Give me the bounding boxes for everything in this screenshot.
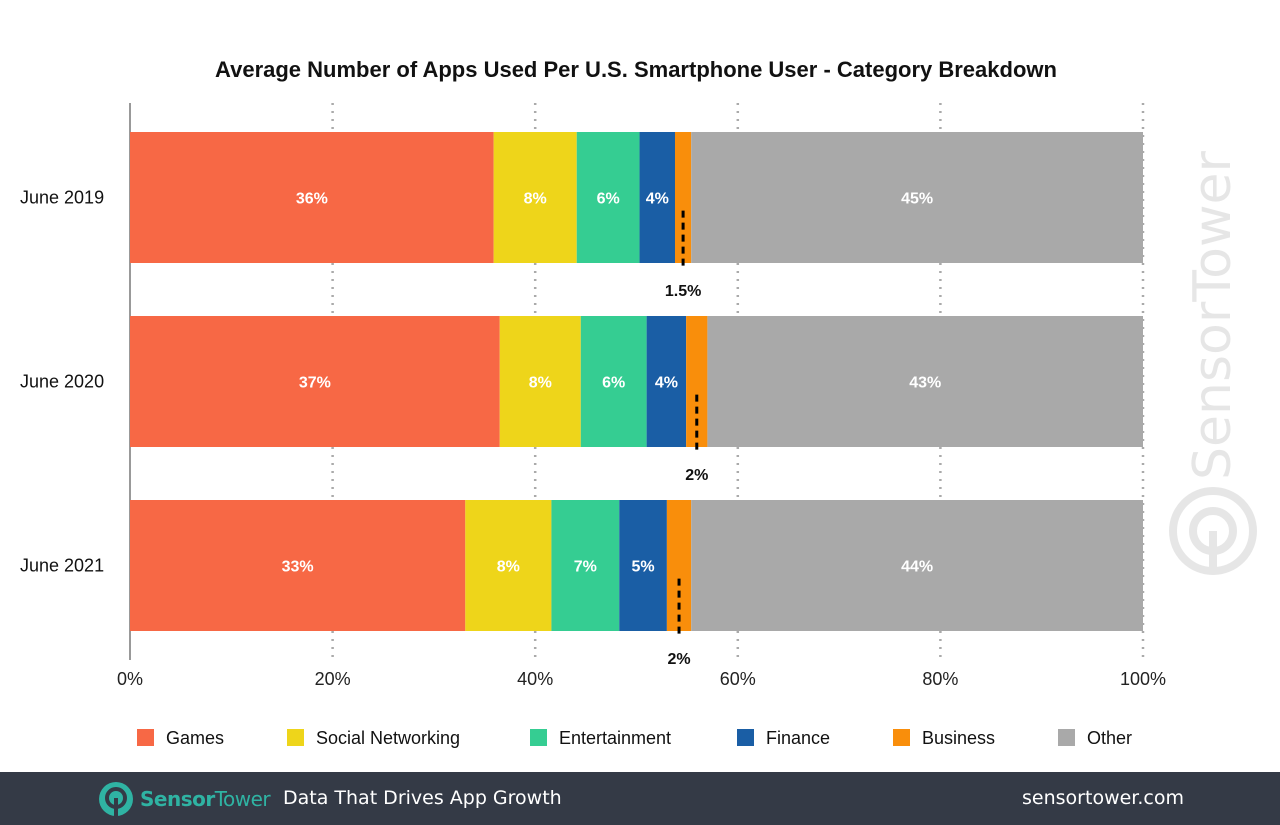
data-label: 43% xyxy=(909,375,941,392)
x-tick-label: 0% xyxy=(117,669,143,689)
x-tick-label: 100% xyxy=(1120,669,1166,689)
legend-label: Games xyxy=(166,728,224,748)
data-label: 8% xyxy=(524,191,547,208)
legend-label: Finance xyxy=(766,728,830,748)
data-label: 2% xyxy=(667,651,690,668)
bar-segment-social-networking xyxy=(499,316,581,447)
legend-swatch xyxy=(530,729,547,746)
bar-segment-games xyxy=(130,316,500,447)
watermark: SensorTower xyxy=(1169,150,1257,575)
bar-segment-business xyxy=(674,132,692,263)
chart-title: Average Number of Apps Used Per U.S. Sma… xyxy=(215,57,1057,82)
data-label: 36% xyxy=(296,191,328,208)
brand-name: SensorTower xyxy=(140,787,271,811)
x-tick-label: 80% xyxy=(922,669,958,689)
legend-swatch xyxy=(287,729,304,746)
bar-segment-business xyxy=(666,500,692,631)
legend-swatch xyxy=(893,729,910,746)
bar-segment-social-networking xyxy=(493,132,577,263)
bar-segment-other xyxy=(707,316,1143,447)
legend-label: Other xyxy=(1087,728,1132,748)
bar-segment-other xyxy=(691,500,1143,631)
x-tick-label: 60% xyxy=(720,669,756,689)
sensortower-logo-icon xyxy=(1169,487,1257,575)
legend-label: Entertainment xyxy=(559,728,671,748)
footer-brand: SensorTower xyxy=(98,781,271,817)
data-label: 44% xyxy=(901,559,933,576)
footer-tagline: Data That Drives App Growth xyxy=(283,787,562,809)
data-label: 33% xyxy=(282,559,314,576)
bar-segment-finance xyxy=(646,316,687,447)
sensortower-logo-icon xyxy=(99,782,133,816)
data-label: 45% xyxy=(901,191,933,208)
footer-site-link[interactable]: sensortower.com xyxy=(1022,787,1184,809)
bar-segment-business xyxy=(686,316,708,447)
bar-segment-entertainment xyxy=(576,132,640,263)
data-label: 5% xyxy=(632,559,655,576)
bar-segment-entertainment xyxy=(580,316,647,447)
y-category-label: June 2020 xyxy=(20,372,104,392)
data-label: 1.5% xyxy=(665,283,701,300)
data-label: 2% xyxy=(685,467,708,484)
data-label: 4% xyxy=(646,191,669,208)
legend-swatch xyxy=(737,729,754,746)
y-category-label: June 2021 xyxy=(20,556,104,576)
bar-segment-finance xyxy=(639,132,675,263)
watermark-text: SensorTower xyxy=(1183,150,1243,480)
x-tick-label: 40% xyxy=(517,669,553,689)
legend-swatch xyxy=(1058,729,1075,746)
x-tick-label: 20% xyxy=(315,669,351,689)
data-label: 6% xyxy=(597,191,620,208)
data-label: 7% xyxy=(574,559,597,576)
stacked-bar-chart: Average Number of Apps Used Per U.S. Sma… xyxy=(20,57,1257,748)
legend-swatch xyxy=(137,729,154,746)
bar-segment-finance xyxy=(619,500,667,631)
y-category-label: June 2019 xyxy=(20,188,104,208)
bar-segment-entertainment xyxy=(551,500,620,631)
bar-segment-other xyxy=(691,132,1143,263)
bar-segment-social-networking xyxy=(465,500,552,631)
data-label: 8% xyxy=(529,375,552,392)
data-label: 37% xyxy=(299,375,331,392)
bar-segment-games xyxy=(130,132,494,263)
legend-label: Social Networking xyxy=(316,728,460,748)
footer: SensorTower Data That Drives App Growth … xyxy=(0,772,1280,825)
bar-segment-games xyxy=(130,500,466,631)
data-label: 6% xyxy=(602,375,625,392)
legend-label: Business xyxy=(922,728,995,748)
data-label: 8% xyxy=(497,559,520,576)
data-label: 4% xyxy=(655,375,678,392)
